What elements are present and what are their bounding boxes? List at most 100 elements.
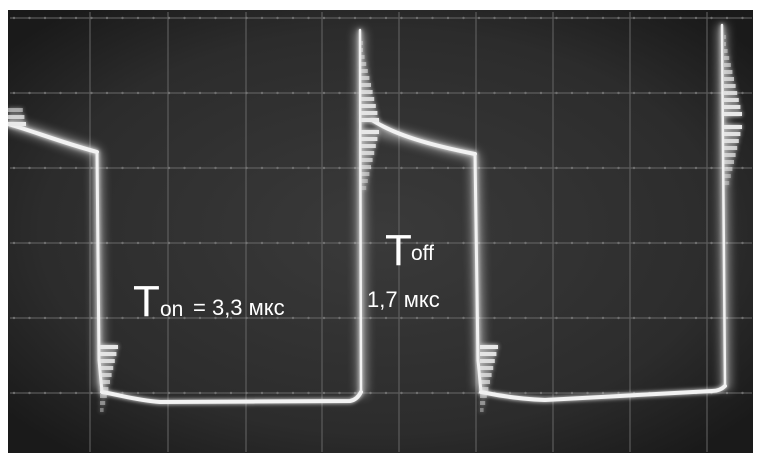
- graticule-tick: [245, 241, 248, 245]
- graticule-tick: [121, 166, 124, 170]
- t-on-subscript: on: [160, 298, 184, 321]
- graticule-tick: [617, 91, 620, 95]
- graticule-tick: [291, 241, 295, 245]
- graticule-tick: [353, 16, 357, 20]
- graticule-tick: [105, 91, 109, 95]
- ringing-mark: [724, 160, 734, 164]
- graticule-tick: [183, 16, 186, 20]
- ringing-mark: [480, 345, 498, 349]
- graticule-tick: [508, 16, 512, 20]
- graticule-tick: [539, 391, 543, 395]
- graticule-tick: [152, 166, 155, 170]
- graticule-tick: [152, 241, 155, 245]
- ringing-mark: [724, 146, 738, 150]
- ringing-mark: [8, 108, 23, 112]
- graticule-tick: [28, 16, 31, 20]
- graticule-tick: [12, 391, 16, 395]
- graticule-tick: [43, 316, 47, 320]
- graticule-tick: [105, 241, 109, 245]
- ringing-mark: [8, 122, 26, 126]
- graticule-tick: [59, 91, 62, 95]
- graticule-tick: [214, 16, 217, 20]
- graticule-tick: [586, 316, 589, 320]
- ringing-mark: [361, 83, 371, 87]
- graticule-tick: [322, 16, 326, 20]
- graticule-tick: [400, 241, 403, 245]
- ringing-mark: [361, 130, 379, 134]
- graticule-tick: [307, 16, 310, 20]
- graticule-tick: [617, 241, 620, 245]
- graticule-tick: [59, 16, 62, 20]
- graticule-tick: [400, 166, 403, 170]
- graticule-tick: [152, 16, 155, 20]
- graticule-tick: [198, 241, 202, 245]
- graticule-tick: [353, 391, 357, 395]
- graticule-tick: [338, 316, 341, 320]
- trace-high-2: [370, 118, 477, 156]
- graticule-tick: [632, 316, 636, 320]
- graticule-tick: [136, 16, 140, 20]
- graticule-tick: [229, 391, 233, 395]
- graticule-tick: [446, 91, 450, 95]
- graticule-tick: [415, 16, 419, 20]
- graticule-tick: [322, 166, 326, 170]
- graticule-tick: [601, 166, 605, 170]
- graticule-tick: [384, 391, 388, 395]
- graticule-tick: [632, 166, 636, 170]
- graticule-tick: [307, 241, 310, 245]
- graticule-tick: [307, 391, 310, 395]
- ringing-mark: [724, 174, 731, 178]
- graticule-tick: [43, 241, 47, 245]
- graticule-tick: [43, 166, 47, 170]
- graticule-tick: [105, 16, 109, 20]
- ringing-mark: [724, 139, 739, 143]
- graticule-tick: [648, 241, 651, 245]
- graticule-tick: [586, 391, 589, 395]
- graticule-tick: [415, 391, 419, 395]
- ringing-mark: [100, 345, 118, 349]
- graticule-tick: [74, 91, 78, 95]
- graticule-tick: [198, 91, 202, 95]
- graticule-tick: [493, 316, 496, 320]
- ringing-mark: [361, 104, 376, 108]
- graticule-tick: [12, 241, 16, 245]
- graticule-tick: [741, 91, 744, 95]
- ringing-mark: [724, 181, 730, 185]
- ringing-mark: [724, 105, 741, 109]
- graticule-tick: [648, 16, 651, 20]
- graticule-tick: [446, 391, 450, 395]
- graticule-tick: [586, 91, 589, 95]
- graticule-tick: [694, 91, 698, 95]
- graticule-tick: [214, 241, 217, 245]
- ringing-mark: [100, 359, 115, 363]
- graticule-tick: [384, 16, 388, 20]
- graticule-tick: [694, 16, 698, 20]
- graticule-tick: [307, 91, 310, 95]
- graticule-tick: [74, 166, 78, 170]
- graticule-tick: [462, 316, 465, 320]
- ringing-mark: [100, 352, 117, 356]
- graticule-tick: [462, 91, 465, 95]
- graticule-tick: [539, 166, 543, 170]
- ringing-mark: [480, 394, 487, 398]
- graticule-tick: [43, 391, 47, 395]
- ringing-mark: [724, 153, 736, 157]
- graticule-tick: [12, 16, 16, 20]
- ringing-mark: [480, 359, 495, 363]
- graticule-tick: [632, 241, 636, 245]
- graticule-tick: [694, 316, 698, 320]
- ringing-mark: [724, 77, 734, 81]
- graticule-tick: [307, 316, 310, 320]
- graticule-tick: [524, 391, 527, 395]
- graticule-tick: [74, 391, 78, 395]
- graticule-tick: [462, 391, 465, 395]
- graticule-tick: [229, 91, 233, 95]
- graticule-tick: [338, 391, 341, 395]
- graticule-tick: [43, 91, 47, 95]
- graticule-tick: [353, 166, 357, 170]
- graticule-tick: [121, 391, 124, 395]
- graticule-tick: [570, 91, 574, 95]
- graticule-tick: [245, 391, 248, 395]
- graticule-tick: [694, 166, 698, 170]
- graticule-tick: [400, 91, 403, 95]
